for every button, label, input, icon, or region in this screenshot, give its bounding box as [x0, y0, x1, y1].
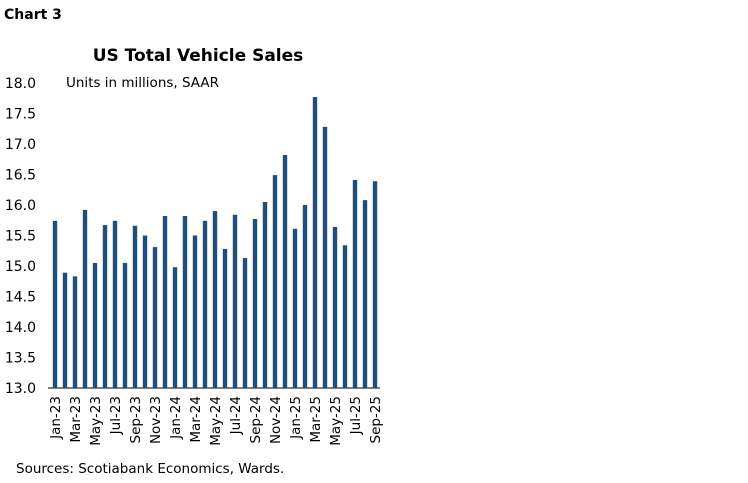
bar	[202, 220, 208, 388]
x-tick-label: Jan-25	[288, 396, 304, 440]
bar	[192, 235, 198, 388]
source-note: Sources: Scotiabank Economics, Wards.	[16, 461, 284, 477]
bar	[312, 97, 318, 388]
bar	[182, 215, 188, 388]
bar	[322, 126, 328, 389]
bar	[112, 220, 118, 388]
bar	[92, 262, 98, 388]
y-tick-label: 16.5	[5, 168, 36, 184]
y-tick-label: 13.0	[5, 381, 36, 397]
bar	[132, 225, 138, 388]
x-tick-label: Sep-25	[368, 396, 384, 444]
x-tick-label: Mar-23	[68, 396, 84, 443]
bar	[232, 214, 238, 388]
chart-label: Chart 3	[4, 7, 62, 23]
bar	[152, 247, 158, 388]
x-tick-label: May-25	[328, 396, 344, 446]
bar	[122, 262, 128, 388]
chart-subtitle: Units in millions, SAAR	[66, 75, 219, 91]
bar	[332, 226, 338, 388]
bar	[292, 228, 298, 388]
bar	[372, 181, 378, 388]
x-tick-label: Mar-25	[308, 396, 324, 443]
x-tick-label: Jul-25	[348, 396, 364, 435]
bar	[142, 235, 148, 388]
bar	[242, 258, 248, 388]
x-tick-label: Nov-23	[148, 396, 164, 444]
bar	[282, 154, 288, 388]
bar	[272, 175, 278, 388]
y-tick-label: 14.5	[5, 290, 36, 306]
bar	[172, 267, 178, 388]
y-tick-label: 13.5	[5, 351, 36, 367]
bar	[162, 215, 168, 388]
bar	[72, 276, 78, 388]
x-tick-label: Jul-24	[228, 396, 244, 435]
bar	[302, 205, 308, 388]
bar	[262, 201, 268, 388]
y-tick-label: 16.0	[5, 198, 36, 214]
bar	[222, 248, 228, 388]
x-tick-label: May-24	[208, 396, 224, 446]
bar	[342, 245, 348, 388]
bar	[62, 272, 68, 388]
bar	[102, 225, 108, 388]
bar	[82, 209, 88, 388]
bar	[362, 200, 368, 388]
x-tick-label: Jan-24	[168, 396, 184, 440]
x-tick-label: Sep-24	[248, 396, 264, 444]
bar	[252, 219, 258, 388]
x-tick-label: Mar-24	[188, 396, 204, 443]
x-tick-label: Nov-24	[268, 396, 284, 444]
x-tick-label: Sep-23	[128, 396, 144, 444]
chart-title: US Total Vehicle Sales	[93, 46, 304, 66]
x-tick-label: Jan-23	[48, 396, 64, 440]
x-tick-label: May-23	[88, 396, 104, 446]
x-tick-label: Jul-23	[108, 396, 124, 435]
y-tick-label: 18.0	[5, 76, 36, 92]
y-tick-label: 17.0	[5, 137, 36, 153]
y-tick-label: 15.0	[5, 259, 36, 275]
bar	[52, 220, 58, 388]
bar	[212, 211, 218, 388]
bar	[352, 179, 358, 388]
y-tick-label: 14.0	[5, 320, 36, 336]
y-tick-label: 15.5	[5, 229, 36, 245]
y-tick-label: 17.5	[5, 107, 36, 123]
